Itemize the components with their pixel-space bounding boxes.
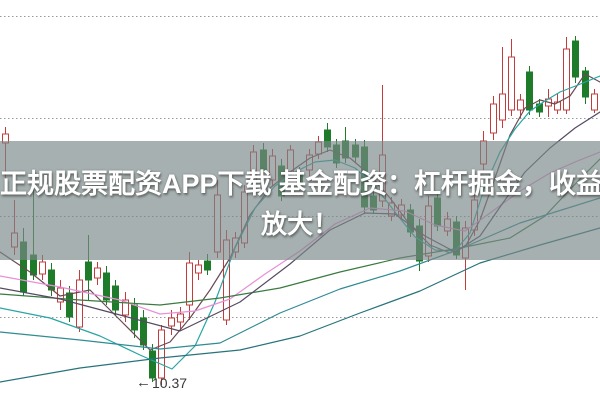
- candlestick-up: [168, 317, 175, 327]
- candlestick-up: [517, 99, 524, 111]
- candlestick-up: [563, 48, 570, 111]
- candlestick-down: [103, 272, 110, 301]
- candlestick-up: [122, 299, 129, 316]
- candlestick-down: [204, 260, 211, 271]
- candlestick-down: [572, 40, 579, 78]
- ad-overlay-band: [0, 141, 600, 260]
- left-arrow-icon: ←: [136, 374, 151, 391]
- candlestick-down: [85, 261, 92, 281]
- candlestick-up: [499, 93, 506, 121]
- candlestick-up: [177, 313, 184, 323]
- lowest-price-annotation: ← 10.37: [136, 375, 187, 391]
- candlestick-up: [195, 264, 202, 274]
- candlestick-up: [158, 329, 165, 379]
- candlestick-down: [48, 269, 55, 291]
- candlestick-up: [490, 103, 497, 134]
- candlestick-up: [39, 261, 46, 275]
- candlestick-up: [94, 267, 101, 279]
- candlestick-down: [131, 304, 138, 331]
- ad-banner-text-line2: 放大！: [260, 209, 339, 239]
- candlestick-down: [149, 350, 156, 379]
- ad-banner-text-line1: 正规股票配资APP下载 基金配资：杠杆掘金，收益: [0, 169, 600, 199]
- candlestick-down: [526, 71, 533, 111]
- candlestick-up: [186, 262, 193, 306]
- candlestick-down: [140, 317, 147, 346]
- candlestick-down: [582, 70, 589, 98]
- lowest-price-label: 10.37: [152, 375, 188, 391]
- candlestick-up: [591, 93, 598, 111]
- candlestick-down: [66, 292, 73, 318]
- candlestick-up: [508, 56, 515, 111]
